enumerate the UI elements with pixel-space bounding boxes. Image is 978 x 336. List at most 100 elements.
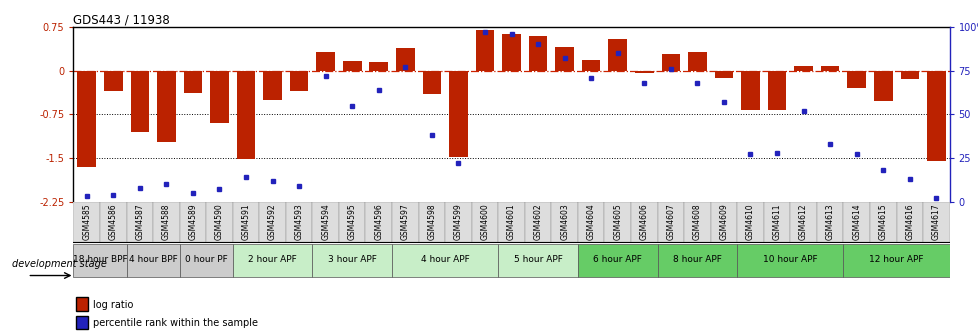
Bar xyxy=(524,202,551,242)
Bar xyxy=(153,202,179,242)
Bar xyxy=(896,202,922,242)
Bar xyxy=(843,202,869,242)
Text: GSM4588: GSM4588 xyxy=(161,204,171,240)
Bar xyxy=(736,202,763,242)
Text: GSM4601: GSM4601 xyxy=(507,204,515,240)
Text: GSM4600: GSM4600 xyxy=(480,204,489,240)
Text: 4 hour BPF: 4 hour BPF xyxy=(128,255,177,264)
Text: GSM4612: GSM4612 xyxy=(798,204,807,240)
Bar xyxy=(73,202,100,242)
Bar xyxy=(338,202,365,242)
Bar xyxy=(763,202,789,242)
Bar xyxy=(684,202,710,242)
Bar xyxy=(657,202,684,242)
Text: GSM4606: GSM4606 xyxy=(640,204,648,240)
Bar xyxy=(312,202,338,242)
Bar xyxy=(607,39,626,71)
Bar xyxy=(926,71,945,161)
Text: GSM4597: GSM4597 xyxy=(400,204,410,240)
Text: GSM4593: GSM4593 xyxy=(294,204,303,240)
Bar xyxy=(740,71,759,110)
Text: GSM4591: GSM4591 xyxy=(242,204,250,240)
Bar xyxy=(661,54,680,71)
Text: GSM4613: GSM4613 xyxy=(824,204,834,240)
Text: GSM4604: GSM4604 xyxy=(586,204,595,240)
Bar xyxy=(843,244,949,277)
Bar xyxy=(581,60,600,71)
Bar xyxy=(126,244,179,277)
Bar xyxy=(577,244,657,277)
Bar xyxy=(873,71,892,101)
Bar xyxy=(206,202,233,242)
Bar xyxy=(100,202,126,242)
Bar xyxy=(312,244,391,277)
Bar xyxy=(816,202,843,242)
Bar xyxy=(555,47,573,71)
Text: GSM4608: GSM4608 xyxy=(692,204,701,240)
Text: 2 hour APF: 2 hour APF xyxy=(248,255,296,264)
Bar xyxy=(396,48,415,71)
Bar xyxy=(688,52,706,71)
Bar xyxy=(869,202,896,242)
Bar xyxy=(498,202,524,242)
Bar xyxy=(179,202,206,242)
Bar xyxy=(289,71,308,91)
Text: development stage: development stage xyxy=(12,259,107,269)
Bar xyxy=(391,202,419,242)
Text: GSM4615: GSM4615 xyxy=(878,204,887,240)
Bar xyxy=(551,202,577,242)
Text: GDS443 / 11938: GDS443 / 11938 xyxy=(73,14,170,27)
Bar xyxy=(631,202,657,242)
Bar xyxy=(603,202,631,242)
Bar xyxy=(316,52,334,71)
Text: GSM4611: GSM4611 xyxy=(772,204,780,240)
Text: GSM4610: GSM4610 xyxy=(745,204,754,240)
Text: log ratio: log ratio xyxy=(93,300,133,310)
Bar xyxy=(210,71,229,123)
Bar xyxy=(847,71,866,88)
Bar xyxy=(130,71,149,132)
Text: GSM4609: GSM4609 xyxy=(719,204,728,240)
Text: 10 hour APF: 10 hour APF xyxy=(762,255,817,264)
Bar xyxy=(126,202,153,242)
Text: 3 hour APF: 3 hour APF xyxy=(328,255,377,264)
Text: GSM4617: GSM4617 xyxy=(931,204,940,240)
Bar xyxy=(471,202,498,242)
Bar xyxy=(498,244,577,277)
Text: GSM4587: GSM4587 xyxy=(135,204,144,240)
Text: GSM4589: GSM4589 xyxy=(188,204,198,240)
Text: 5 hour APF: 5 hour APF xyxy=(513,255,562,264)
Text: 18 hour BPF: 18 hour BPF xyxy=(72,255,127,264)
Bar xyxy=(789,202,816,242)
Text: 6 hour APF: 6 hour APF xyxy=(593,255,642,264)
Bar xyxy=(259,202,286,242)
Text: GSM4596: GSM4596 xyxy=(374,204,382,240)
Bar xyxy=(233,244,312,277)
Text: 12 hour APF: 12 hour APF xyxy=(868,255,923,264)
Text: GSM4614: GSM4614 xyxy=(851,204,861,240)
Bar xyxy=(286,202,312,242)
Text: GSM4605: GSM4605 xyxy=(612,204,622,240)
Bar xyxy=(475,30,494,71)
Bar xyxy=(922,202,949,242)
Bar xyxy=(820,66,838,71)
Bar xyxy=(736,244,843,277)
Bar xyxy=(77,71,96,167)
Bar xyxy=(263,71,282,100)
Bar xyxy=(233,202,259,242)
Text: GSM4592: GSM4592 xyxy=(268,204,277,240)
Text: GSM4595: GSM4595 xyxy=(347,204,356,240)
Text: percentile rank within the sample: percentile rank within the sample xyxy=(93,318,258,328)
Text: GSM4586: GSM4586 xyxy=(109,204,117,240)
Text: 8 hour APF: 8 hour APF xyxy=(672,255,721,264)
Text: 4 hour APF: 4 hour APF xyxy=(421,255,469,264)
Bar xyxy=(710,202,736,242)
Bar xyxy=(365,202,391,242)
Text: GSM4616: GSM4616 xyxy=(905,204,913,240)
Text: GSM4598: GSM4598 xyxy=(427,204,436,240)
Bar xyxy=(793,67,812,71)
Bar xyxy=(449,71,467,157)
Bar xyxy=(391,244,498,277)
Bar xyxy=(419,202,445,242)
Bar xyxy=(73,244,126,277)
